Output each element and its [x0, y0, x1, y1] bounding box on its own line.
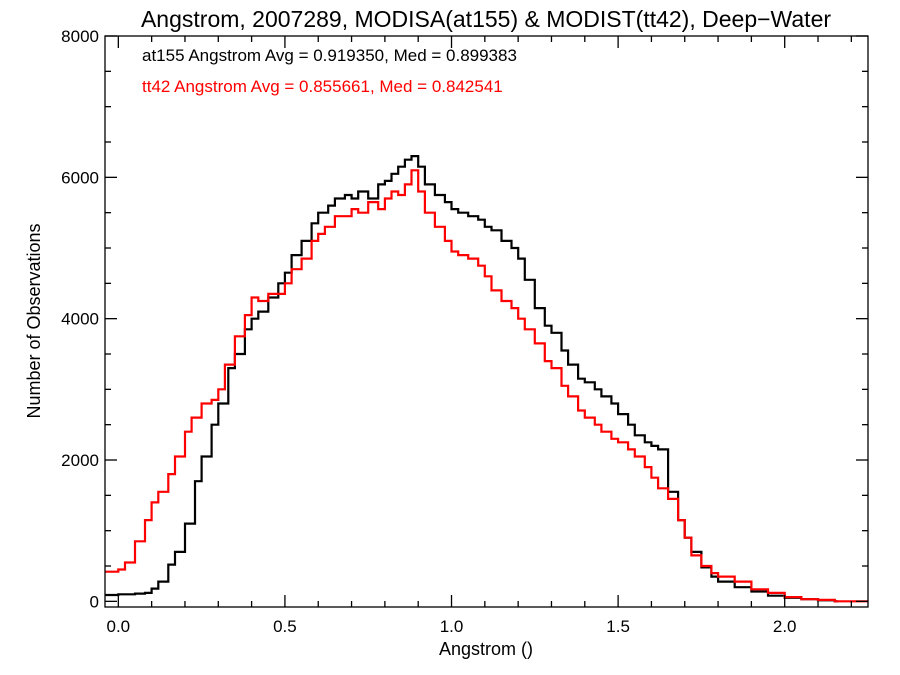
ticks-layer: 0.0 0.5 1.0 1.5 2.0 0 2000 4000 6000 8000: [61, 27, 868, 636]
series-line-0: [105, 155, 838, 603]
x-tick-label: 1.5: [606, 617, 630, 636]
y-tick-label: 6000: [61, 168, 99, 187]
annotation-0: at155 Angstrom Avg = 0.919350, Med = 0.8…: [142, 46, 517, 65]
series-line-1: [105, 169, 868, 603]
y-tick-label: 8000: [61, 27, 99, 46]
chart-title: Angstrom, 2007289, MODISA(at155) & MODIS…: [141, 6, 831, 32]
plot-frame: [104, 35, 869, 608]
x-tick-label: 2.0: [773, 617, 797, 636]
series-layer: [105, 155, 868, 603]
x-axis-label: Angstrom (): [439, 639, 533, 659]
x-tick-label: 0.5: [273, 617, 297, 636]
x-tick-label: 0.0: [107, 617, 131, 636]
x-tick-label: 1.0: [440, 617, 464, 636]
annotation-group: at155 Angstrom Avg = 0.919350, Med = 0.8…: [142, 46, 517, 96]
y-tick-label: 0: [90, 592, 99, 611]
y-axis-label: Number of Observations: [24, 223, 44, 418]
y-tick-label: 2000: [61, 451, 99, 470]
annotation-1: tt42 Angstrom Avg = 0.855661, Med = 0.84…: [142, 77, 503, 96]
y-tick-label: 4000: [61, 310, 99, 329]
